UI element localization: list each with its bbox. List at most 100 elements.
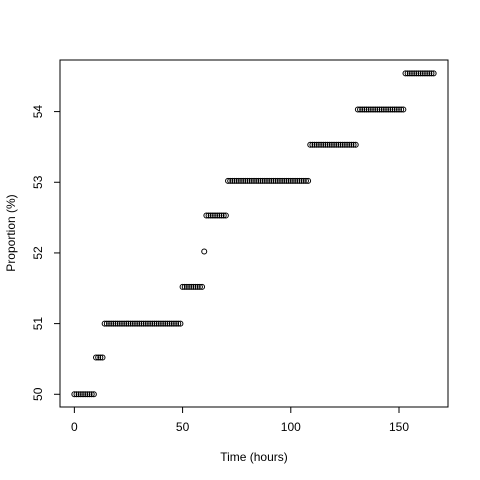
point — [238, 177, 245, 184]
point — [209, 212, 216, 219]
point — [246, 177, 253, 184]
point — [298, 177, 305, 184]
point — [212, 212, 219, 219]
point — [374, 106, 381, 113]
point — [372, 106, 379, 113]
point — [287, 177, 294, 184]
point — [125, 320, 132, 327]
point — [253, 177, 260, 184]
point — [155, 320, 162, 327]
point — [121, 320, 128, 327]
point — [311, 141, 318, 148]
point — [166, 320, 173, 327]
point — [203, 212, 210, 219]
point — [175, 320, 182, 327]
point — [354, 106, 361, 113]
point — [134, 320, 141, 327]
point — [259, 177, 266, 184]
point — [173, 320, 180, 327]
point — [426, 70, 433, 77]
point — [177, 320, 184, 327]
point — [142, 320, 149, 327]
point — [179, 283, 186, 290]
point — [266, 177, 273, 184]
point — [144, 320, 151, 327]
point — [227, 177, 234, 184]
point — [389, 106, 396, 113]
point — [112, 320, 119, 327]
point — [274, 177, 281, 184]
point — [147, 320, 154, 327]
point — [196, 283, 203, 290]
point — [417, 70, 424, 77]
point — [415, 70, 422, 77]
point — [192, 283, 199, 290]
point — [424, 70, 431, 77]
point — [341, 141, 348, 148]
point — [75, 391, 82, 398]
point — [402, 70, 409, 77]
point — [361, 106, 368, 113]
point — [283, 177, 290, 184]
plot-frame — [59, 59, 449, 408]
point — [205, 212, 212, 219]
point — [421, 70, 428, 77]
point — [376, 106, 383, 113]
point — [214, 212, 221, 219]
point — [318, 141, 325, 148]
point — [123, 320, 130, 327]
point — [404, 70, 411, 77]
point — [344, 141, 351, 148]
point — [363, 106, 370, 113]
point — [244, 177, 251, 184]
point — [313, 141, 320, 148]
point — [408, 70, 415, 77]
point — [153, 320, 160, 327]
point — [188, 283, 195, 290]
point — [268, 177, 275, 184]
point — [257, 177, 264, 184]
point — [82, 391, 89, 398]
point — [302, 177, 309, 184]
point — [396, 106, 403, 113]
point — [114, 320, 121, 327]
point — [346, 141, 353, 148]
point — [160, 320, 167, 327]
point — [231, 177, 238, 184]
point — [218, 212, 225, 219]
point — [118, 320, 125, 327]
point — [350, 141, 357, 148]
point — [413, 70, 420, 77]
point — [136, 320, 143, 327]
point — [207, 212, 214, 219]
point — [77, 391, 84, 398]
point — [149, 320, 156, 327]
point — [387, 106, 394, 113]
point — [328, 141, 335, 148]
point — [71, 391, 78, 398]
point — [116, 320, 123, 327]
point — [296, 177, 303, 184]
point — [97, 354, 104, 361]
y-tick-label: 50 — [31, 387, 45, 401]
point — [331, 141, 338, 148]
point — [406, 70, 413, 77]
point — [88, 391, 95, 398]
point — [261, 177, 268, 184]
point — [242, 177, 249, 184]
point — [385, 106, 392, 113]
point — [140, 320, 147, 327]
point — [378, 106, 385, 113]
point — [86, 391, 93, 398]
point — [337, 141, 344, 148]
point — [235, 177, 242, 184]
point — [383, 106, 390, 113]
point — [276, 177, 283, 184]
point — [108, 320, 115, 327]
point — [307, 141, 314, 148]
x-tick-label: 50 — [176, 420, 190, 434]
x-tick-label: 150 — [389, 420, 409, 434]
point — [411, 70, 418, 77]
